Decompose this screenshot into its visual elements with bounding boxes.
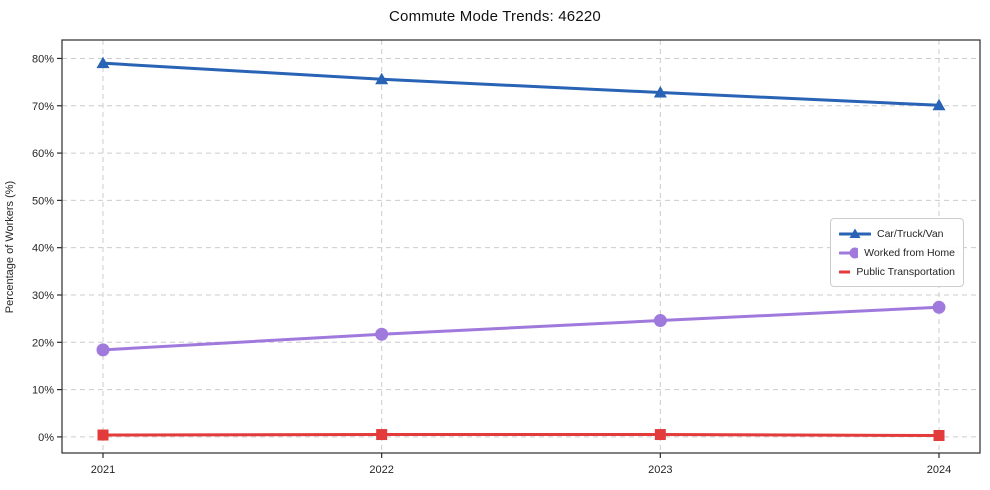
triangle-marker: [653, 86, 667, 98]
x-tick-label: 2024: [927, 464, 951, 476]
axes-spines: [61, 39, 981, 454]
series-line-public-transportation: [101, 433, 941, 437]
legend-triangle-marker-icon: [839, 228, 871, 238]
y-tick-label: 70%: [32, 101, 54, 113]
circle-marker: [375, 327, 389, 341]
circle-marker: [96, 343, 110, 357]
legend-label-worked-from-home: Worked from Home: [864, 246, 955, 259]
y-tick-label: 50%: [32, 195, 54, 207]
x-tick-label: 2023: [648, 464, 672, 476]
triangle-marker: [96, 56, 110, 69]
legend-label-car-truck-van: Car/Truck/Van: [877, 227, 944, 240]
series-line-worked-from-home: [101, 305, 941, 352]
x-tick-label: 2022: [369, 464, 393, 476]
triangle-marker: [932, 98, 946, 111]
legend-label-public-transportation: Public Transportation: [856, 265, 955, 278]
y-tick-label: 20%: [32, 337, 54, 349]
square-marker: [654, 429, 666, 441]
circle-marker: [653, 314, 667, 328]
y-tick-label: 10%: [32, 385, 54, 397]
triangle-marker: [375, 72, 389, 85]
y-tick-label: 60%: [32, 148, 54, 160]
legend-item-car-truck-van: Car/Truck/Van: [839, 225, 955, 242]
x-tick-label: 2021: [91, 464, 115, 476]
square-marker: [376, 429, 388, 441]
legend-square-marker-icon: [839, 266, 851, 277]
series-line-car-truck-van: [101, 61, 941, 107]
legend-sample-shape: [849, 228, 861, 238]
y-tick-label: 30%: [32, 290, 54, 302]
square-marker: [933, 429, 945, 441]
circle-marker: [932, 300, 946, 314]
y-tick-label: 80%: [32, 53, 54, 65]
square-marker: [97, 429, 109, 441]
y-tick-label: 40%: [32, 243, 54, 255]
legend-item-worked-from-home: Worked from Home: [839, 244, 955, 261]
legend-sample-shape: [849, 247, 859, 258]
legend: Car/Truck/Van Worked from Home Public Tr…: [830, 218, 964, 287]
chart-title: Commute Mode Trends: 46220: [389, 8, 601, 25]
y-tick-label: 0%: [38, 432, 54, 444]
legend-circle-marker-icon: [839, 247, 859, 258]
legend-item-public-transportation: Public Transportation: [839, 263, 955, 280]
